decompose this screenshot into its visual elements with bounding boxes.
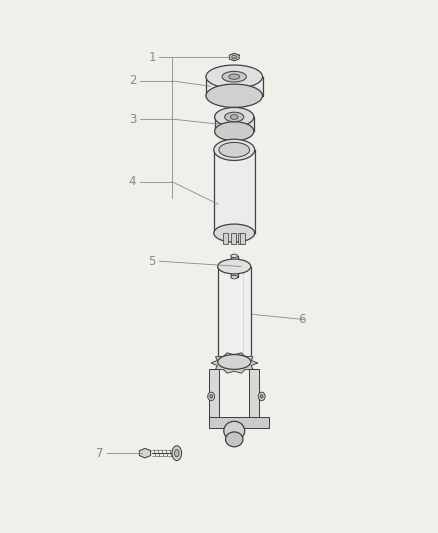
Ellipse shape: [210, 395, 212, 398]
Ellipse shape: [258, 392, 265, 401]
Bar: [238, 233, 243, 244]
Text: 7: 7: [96, 447, 104, 459]
Ellipse shape: [231, 254, 238, 257]
Text: 5: 5: [148, 255, 156, 268]
Ellipse shape: [260, 395, 263, 398]
Text: 1: 1: [148, 51, 156, 63]
Polygon shape: [139, 448, 151, 458]
Ellipse shape: [225, 112, 244, 122]
Ellipse shape: [172, 446, 182, 461]
Bar: [250, 369, 259, 424]
Ellipse shape: [214, 139, 254, 160]
Ellipse shape: [230, 115, 238, 119]
Polygon shape: [211, 353, 257, 373]
Ellipse shape: [175, 449, 179, 457]
Bar: [209, 369, 219, 424]
Ellipse shape: [206, 65, 262, 88]
Bar: [223, 233, 228, 244]
Ellipse shape: [215, 108, 254, 126]
Ellipse shape: [224, 421, 245, 440]
Ellipse shape: [214, 224, 254, 242]
Ellipse shape: [218, 354, 251, 369]
Ellipse shape: [229, 74, 240, 79]
Bar: [230, 233, 236, 244]
Ellipse shape: [206, 84, 262, 108]
Ellipse shape: [231, 276, 238, 279]
Ellipse shape: [208, 392, 215, 401]
Text: 2: 2: [129, 75, 136, 87]
Bar: [240, 233, 245, 244]
Text: 4: 4: [129, 175, 136, 188]
Ellipse shape: [219, 142, 250, 157]
Bar: [231, 256, 238, 277]
Polygon shape: [218, 266, 251, 362]
Polygon shape: [230, 53, 239, 61]
Ellipse shape: [218, 259, 251, 274]
Text: 6: 6: [299, 313, 306, 326]
Text: 3: 3: [129, 112, 136, 126]
Bar: [209, 417, 268, 428]
Polygon shape: [214, 150, 254, 233]
Ellipse shape: [215, 122, 254, 141]
Ellipse shape: [222, 71, 247, 82]
Ellipse shape: [232, 55, 237, 59]
Ellipse shape: [226, 432, 243, 447]
Polygon shape: [215, 117, 254, 131]
Polygon shape: [206, 77, 262, 96]
